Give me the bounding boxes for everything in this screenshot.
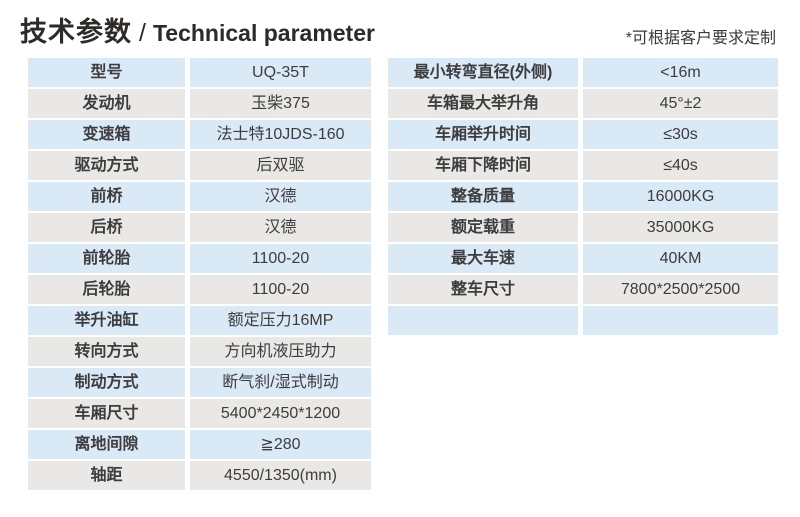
spec-label: 整车尺寸	[388, 275, 578, 304]
spec-label	[388, 306, 578, 335]
spec-value: 汉德	[190, 213, 371, 242]
spec-value: 4550/1350(mm)	[190, 461, 371, 490]
spec-value: 断气刹/湿式制动	[190, 368, 371, 397]
table-row: 制动方式 断气刹/湿式制动	[28, 368, 371, 397]
spec-label: 离地间隙	[28, 430, 185, 459]
spec-value: 额定压力16MP	[190, 306, 371, 335]
table-row: 最大车速 40KM	[388, 244, 778, 273]
spec-label: 驱动方式	[28, 151, 185, 180]
spec-value: ≤30s	[583, 120, 778, 149]
spec-value: 7800*2500*2500	[583, 275, 778, 304]
spec-label: 后轮胎	[28, 275, 185, 304]
spec-label: 举升油缸	[28, 306, 185, 335]
spec-value: 5400*2450*1200	[190, 399, 371, 428]
spec-label: 车箱最大举升角	[388, 89, 578, 118]
spec-value: 40KM	[583, 244, 778, 273]
table-row: 车厢举升时间 ≤30s	[388, 120, 778, 149]
table-row-empty	[388, 306, 778, 335]
spec-value: 35000KG	[583, 213, 778, 242]
spec-label: 制动方式	[28, 368, 185, 397]
page-title-english: Technical parameter	[152, 20, 375, 46]
spec-label: 前轮胎	[28, 244, 185, 273]
spec-label: 变速箱	[28, 120, 185, 149]
spec-label: 整备质量	[388, 182, 578, 211]
spec-label: 轴距	[28, 461, 185, 490]
spec-label: 额定载重	[388, 213, 578, 242]
table-row: 后轮胎 1100-20	[28, 275, 371, 304]
spec-label: 最小转弯直径(外侧)	[388, 58, 578, 87]
spec-label: 车厢尺寸	[28, 399, 185, 428]
table-row: 后桥 汉德	[28, 213, 371, 242]
spec-value: 汉德	[190, 182, 371, 211]
title-separator: /	[139, 19, 146, 47]
table-row: 车箱最大举升角 45°±2	[388, 89, 778, 118]
header: 技术参数 / Technical parameter *可根据客户要求定制	[0, 0, 800, 49]
spec-value: <16m	[583, 58, 778, 87]
spec-value: ≤40s	[583, 151, 778, 180]
spec-value: 1100-20	[190, 275, 371, 304]
table-row: 整车尺寸 7800*2500*2500	[388, 275, 778, 304]
page-title: 技术参数 / Technical parameter	[20, 10, 375, 49]
table-row: 轴距 4550/1350(mm)	[28, 461, 371, 490]
table-row: 前轮胎 1100-20	[28, 244, 371, 273]
table-row: 车厢下降时间 ≤40s	[388, 151, 778, 180]
table-row: 车厢尺寸 5400*2450*1200	[28, 399, 371, 428]
spec-value: 玉柴375	[190, 89, 371, 118]
table-row: 转向方式 方向机液压助力	[28, 337, 371, 366]
spec-label: 发动机	[28, 89, 185, 118]
table-row: 变速箱 法士特10JDS-160	[28, 120, 371, 149]
spec-label: 车厢下降时间	[388, 151, 578, 180]
spec-label: 转向方式	[28, 337, 185, 366]
spec-label: 型号	[28, 58, 185, 87]
spec-value: 方向机液压助力	[190, 337, 371, 366]
spec-value: 后双驱	[190, 151, 371, 180]
spec-label: 车厢举升时间	[388, 120, 578, 149]
spec-tables-container: 型号 UQ-35T 发动机 玉柴375 变速箱 法士特10JDS-160 驱动方…	[0, 49, 800, 490]
table-row: 举升油缸 额定压力16MP	[28, 306, 371, 335]
spec-value: ≧280	[190, 430, 371, 459]
customization-note: *可根据客户要求定制	[625, 30, 776, 47]
table-row: 前桥 汉德	[28, 182, 371, 211]
spec-value: UQ-35T	[190, 58, 371, 87]
spec-label: 后桥	[28, 213, 185, 242]
table-row: 发动机 玉柴375	[28, 89, 371, 118]
spec-value: 法士特10JDS-160	[190, 120, 371, 149]
page-title-chinese: 技术参数	[20, 17, 132, 47]
spec-value: 16000KG	[583, 182, 778, 211]
table-row: 驱动方式 后双驱	[28, 151, 371, 180]
spec-label: 前桥	[28, 182, 185, 211]
spec-value	[583, 306, 778, 335]
table-row: 整备质量 16000KG	[388, 182, 778, 211]
table-row: 离地间隙 ≧280	[28, 430, 371, 459]
spec-value: 1100-20	[190, 244, 371, 273]
spec-table-right: 最小转弯直径(外侧) <16m 车箱最大举升角 45°±2 车厢举升时间 ≤30…	[388, 58, 778, 335]
spec-table-left: 型号 UQ-35T 发动机 玉柴375 变速箱 法士特10JDS-160 驱动方…	[28, 58, 371, 490]
table-row: 最小转弯直径(外侧) <16m	[388, 58, 778, 87]
spec-value: 45°±2	[583, 89, 778, 118]
table-row: 型号 UQ-35T	[28, 58, 371, 87]
spec-label: 最大车速	[388, 244, 578, 273]
table-row: 额定载重 35000KG	[388, 213, 778, 242]
